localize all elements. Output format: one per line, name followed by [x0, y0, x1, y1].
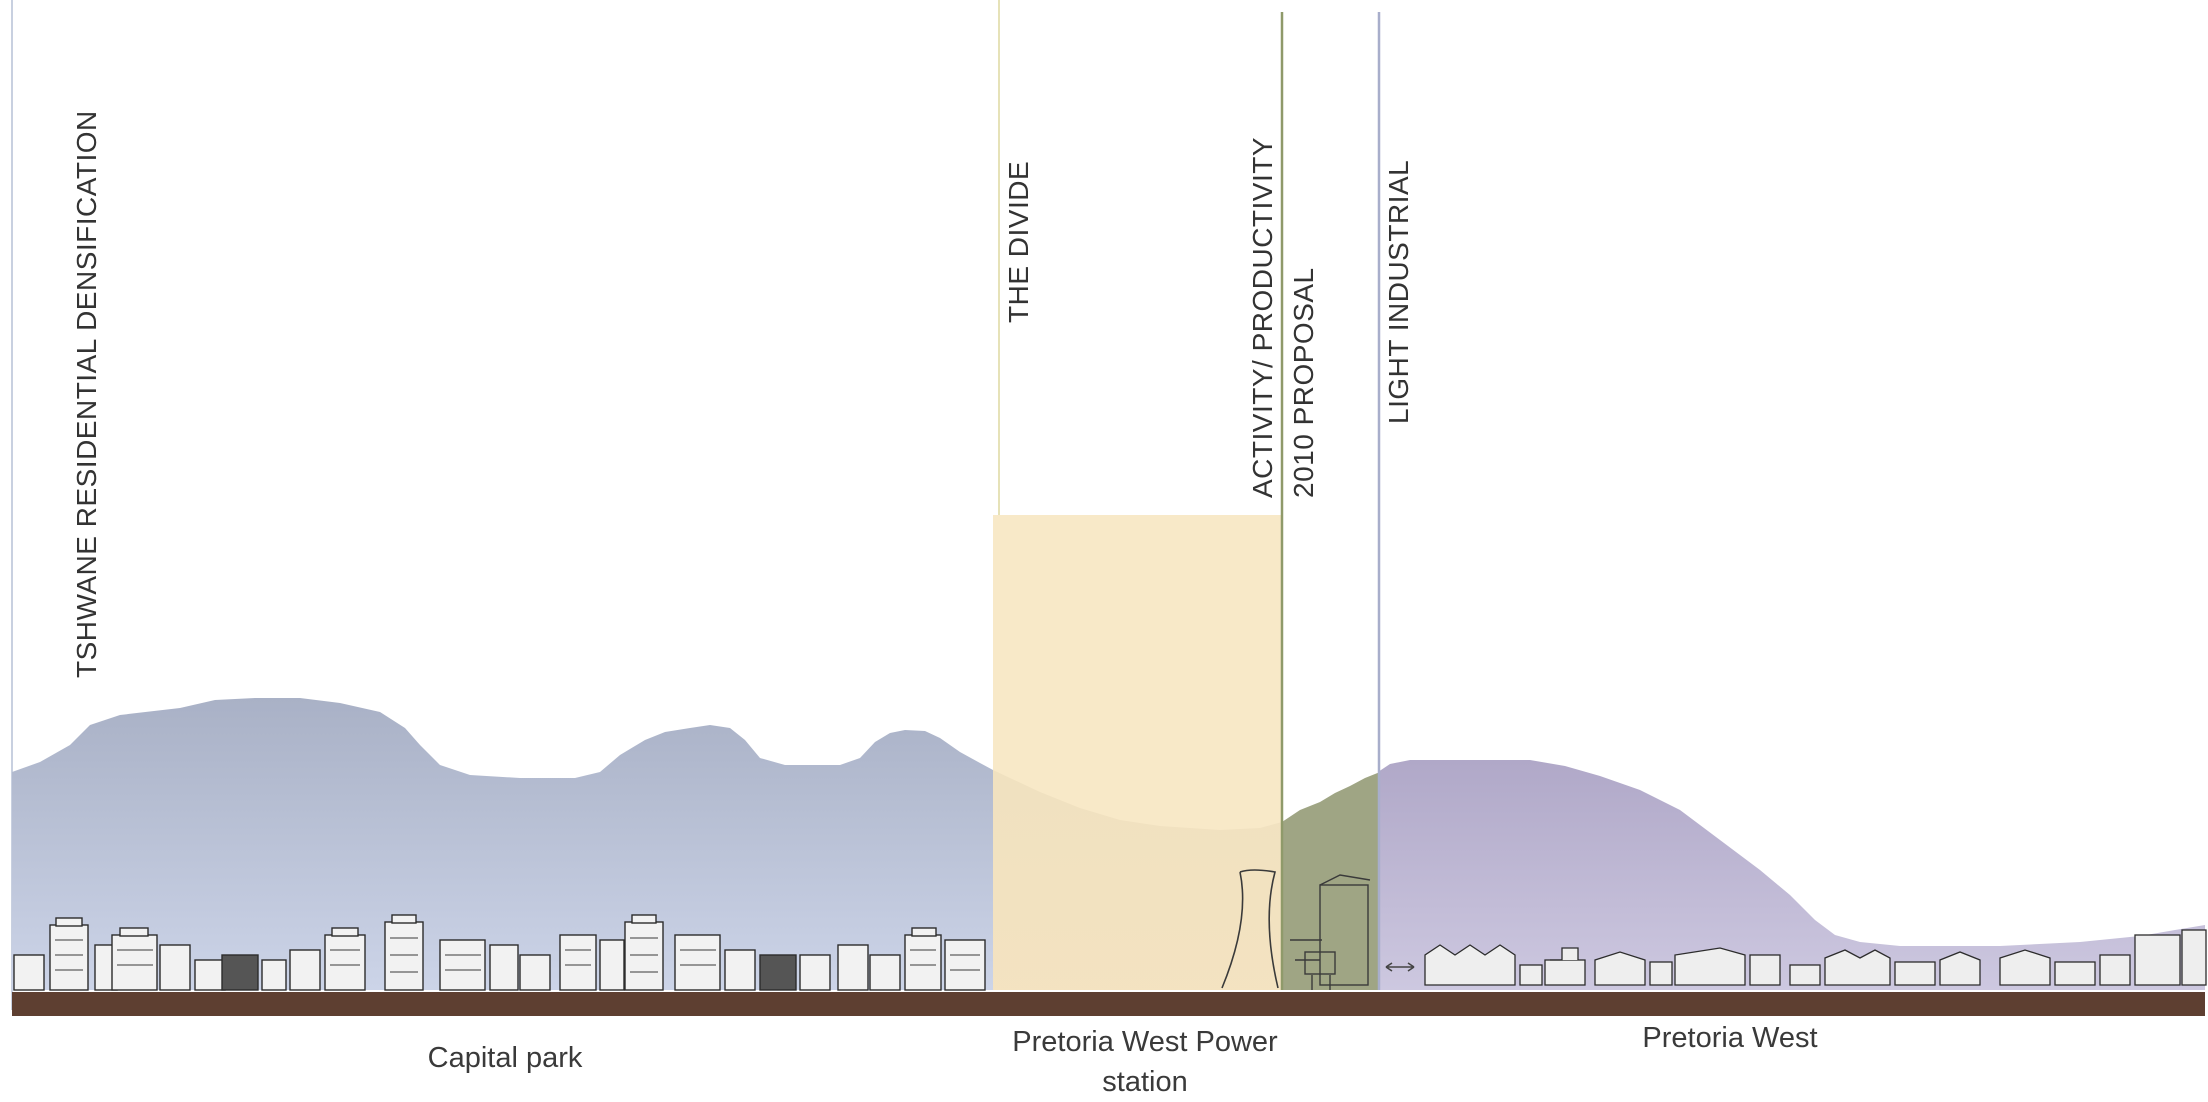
label-power-station: Pretoria West Power station [1012, 1026, 1278, 1098]
heading-2010-proposal: 2010 PROPOSAL [1288, 267, 1319, 498]
heading-residential-densification: TSHWANE RESIDENTIAL DENSIFICATION [71, 110, 102, 678]
heading-activity-productivity: ACTIVITY/ PRODUCTIVITY [1247, 136, 1278, 498]
building-window-hatching [55, 937, 980, 973]
industrial-buildings [1424, 929, 2207, 986]
hill-left [12, 698, 993, 990]
hill-proposal [1282, 772, 1380, 990]
hill-divide [993, 770, 1282, 990]
double-arrow-icon [1385, 962, 1415, 972]
heading-the-divide: THE DIVIDE [1003, 160, 1034, 323]
hill-right [1378, 760, 2205, 990]
proposal-structure [1290, 874, 1371, 990]
cooling-tower [1221, 869, 1279, 989]
ground-band [12, 992, 2205, 1016]
label-capital-park: Capital park [427, 1042, 583, 1074]
residential-buildings [13, 914, 986, 991]
label-pretoria-west: Pretoria West [1642, 1022, 1818, 1054]
heading-light-industrial: LIGHT INDUSTRIAL [1383, 159, 1414, 424]
